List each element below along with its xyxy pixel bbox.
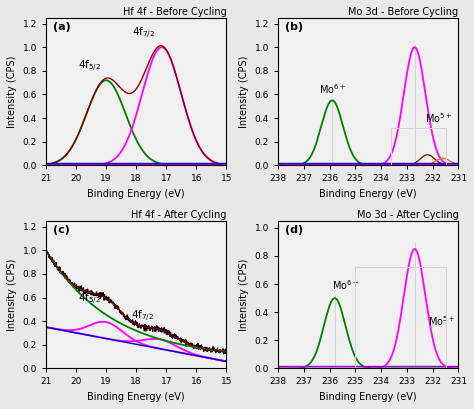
Text: 4f$_{5/2}$: 4f$_{5/2}$ <box>78 59 101 74</box>
Text: Mo$^{6+}$: Mo$^{6+}$ <box>319 83 346 97</box>
Text: (d): (d) <box>285 225 303 235</box>
Y-axis label: Intensity (CPS): Intensity (CPS) <box>7 55 17 128</box>
Text: 4f$_{7/2}$: 4f$_{7/2}$ <box>131 308 154 324</box>
X-axis label: Binding Energy (eV): Binding Energy (eV) <box>87 392 185 402</box>
Text: (c): (c) <box>53 225 70 235</box>
Y-axis label: Intensity (CPS): Intensity (CPS) <box>7 258 17 331</box>
Text: Mo$^{5+}$: Mo$^{5+}$ <box>425 111 452 125</box>
Y-axis label: Intensity (CPS): Intensity (CPS) <box>239 55 249 128</box>
Bar <box>392 128 446 165</box>
Text: Mo 3d - After Cycling: Mo 3d - After Cycling <box>357 210 458 220</box>
Text: Mo$^{6+}$: Mo$^{6+}$ <box>331 278 358 292</box>
Text: Mo 3d - Before Cycling: Mo 3d - Before Cycling <box>348 7 458 17</box>
Text: 4f$_{7/2}$: 4f$_{7/2}$ <box>132 26 155 41</box>
X-axis label: Binding Energy (eV): Binding Energy (eV) <box>319 392 417 402</box>
Text: Mo$^{5+}$: Mo$^{5+}$ <box>428 315 455 328</box>
Text: (b): (b) <box>285 22 303 32</box>
Text: 4f$_{5/2}$: 4f$_{5/2}$ <box>78 292 101 307</box>
X-axis label: Binding Energy (eV): Binding Energy (eV) <box>87 189 185 199</box>
Bar <box>356 267 446 369</box>
Y-axis label: Intensity (CPS): Intensity (CPS) <box>239 258 249 331</box>
Text: (a): (a) <box>53 22 71 32</box>
X-axis label: Binding Energy (eV): Binding Energy (eV) <box>319 189 417 199</box>
Text: Hf 4f - Before Cycling: Hf 4f - Before Cycling <box>123 7 227 17</box>
Text: Hf 4f - After Cycling: Hf 4f - After Cycling <box>131 210 227 220</box>
